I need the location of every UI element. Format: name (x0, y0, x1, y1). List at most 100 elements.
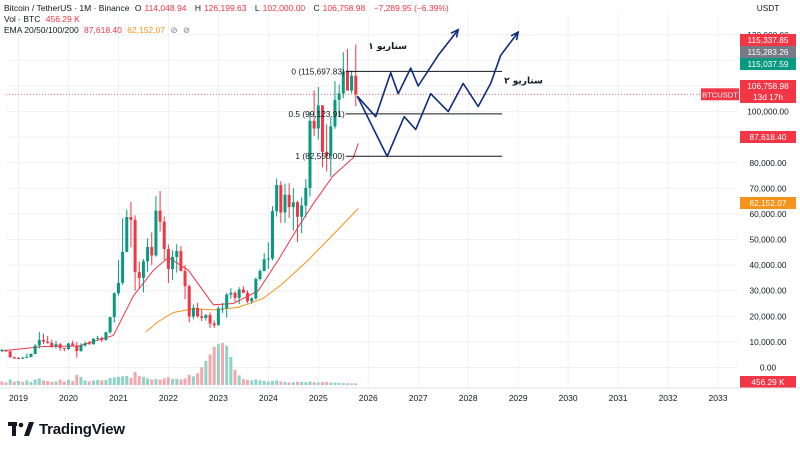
symbol-legend: Bitcoin / TetherUS · 1M · Binance O 114,0… (4, 3, 452, 14)
candle-body (179, 251, 183, 272)
x-tick-label: 2023 (209, 393, 228, 403)
x-tick-label: 2020 (59, 393, 78, 403)
candle-body (304, 187, 308, 206)
candle-body (112, 293, 116, 318)
scenario-2-label: سناریو ۲ (504, 76, 543, 86)
ema-20-line (1, 143, 359, 352)
candle-body (183, 271, 187, 287)
volume-bar (246, 379, 250, 385)
volume-bar (116, 376, 120, 385)
candle-body (25, 357, 29, 359)
volume-bar (287, 382, 291, 385)
price-label-box (740, 80, 796, 92)
volume-bar (46, 380, 50, 385)
volume-bar (200, 367, 204, 385)
ohlc-close: C 106,758.98 (313, 3, 366, 13)
candle-body (75, 345, 79, 352)
volume-bar (8, 379, 12, 385)
candle-body (216, 308, 220, 326)
volume-bar (50, 381, 54, 385)
volume-bar (271, 380, 275, 385)
candle-body (246, 292, 250, 302)
volume-bar (229, 357, 233, 385)
volume-bar (304, 382, 308, 385)
y-tick-label: 100,000.00 (747, 107, 789, 117)
volume-bar (350, 383, 354, 385)
volume-bar (191, 376, 195, 385)
price-label-box (740, 376, 796, 388)
price-label: 87,618.40 (750, 132, 787, 142)
price-label-box (740, 197, 796, 209)
candle-body (350, 75, 354, 91)
candle-body (320, 105, 324, 152)
volume-bar (354, 383, 358, 385)
volume-bar (141, 376, 145, 385)
volume-bar (104, 379, 108, 385)
volume-bar (279, 381, 283, 385)
candle-body (187, 286, 191, 317)
candle-body (0, 349, 4, 351)
candle-body (250, 298, 254, 302)
volume-bar (121, 376, 125, 385)
candle-body (279, 185, 283, 213)
ema-50-line (145, 208, 359, 333)
y-tick-label: 10,000.00 (750, 337, 787, 347)
fib-level-label: 0 (115,697.83) (291, 66, 345, 76)
candle-body (354, 75, 358, 95)
volume-bar (320, 382, 324, 385)
volume-bar (17, 380, 21, 385)
candle-body (295, 202, 299, 217)
scenario-arrows: سناریو ۱ سناریو ۲ (356, 28, 543, 158)
volume-bar (21, 381, 25, 385)
price-label: 106,758.98 (747, 81, 789, 91)
candle-body (54, 344, 58, 347)
volume-bar (179, 379, 183, 385)
candle-body (283, 194, 287, 213)
ohlc-high: H 126,199.63 (194, 3, 247, 13)
volume-bar (216, 344, 220, 385)
candle-body (191, 307, 195, 317)
candle-body (37, 339, 41, 346)
volume-bar (316, 382, 320, 385)
price-label: 13d 17h (753, 92, 783, 102)
price-label: 115,337.85 (748, 35, 789, 45)
volume-bar (341, 383, 345, 385)
volume-bar (212, 346, 216, 385)
time-axis: 2019 2020 2021 2022 2023 2024 2025 2026 2027 2028… (0, 387, 800, 403)
scenario-1-arrow-head (450, 28, 460, 38)
candle-body (4, 349, 8, 352)
volume-bar (162, 378, 166, 385)
candle-body (137, 272, 141, 278)
candle-body (146, 246, 150, 262)
candle-body (71, 343, 75, 346)
volume-bar (295, 381, 299, 385)
price-label-box (740, 34, 796, 46)
volume-bar (100, 380, 104, 385)
volume-bar (300, 381, 304, 385)
price-label: 62,152.07 (750, 198, 787, 208)
candle-body (341, 71, 345, 94)
volume-bar (291, 382, 295, 385)
volume-bar (187, 374, 191, 385)
chart-grid (6, 14, 738, 388)
x-tick-label: 2022 (159, 393, 178, 403)
visibility-icon[interactable]: ⊘ (170, 25, 178, 35)
price-label-box (740, 91, 796, 103)
y-tick-label: 20,000.00 (750, 311, 787, 321)
candle-body (158, 210, 162, 222)
volume-bar (221, 343, 225, 385)
visibility-icon-2[interactable]: ⊘ (182, 25, 191, 35)
volume-bar (258, 380, 262, 385)
candle-body (312, 120, 316, 129)
candle-body (291, 202, 295, 208)
candle-body (66, 343, 70, 350)
x-tick-label: 2025 (309, 393, 328, 403)
candle-body (29, 353, 33, 358)
candle-body (91, 338, 95, 345)
volume-bar (158, 379, 162, 385)
volume-bar (154, 378, 158, 385)
volume-bars (0, 343, 358, 385)
volume-bar (333, 382, 337, 385)
tradingview-logo[interactable]: TradingView (8, 418, 125, 440)
price-chart[interactable]: 0 (115,697.83) 0.5 (99,123.91) 1 (82,550.0… (0, 0, 800, 412)
